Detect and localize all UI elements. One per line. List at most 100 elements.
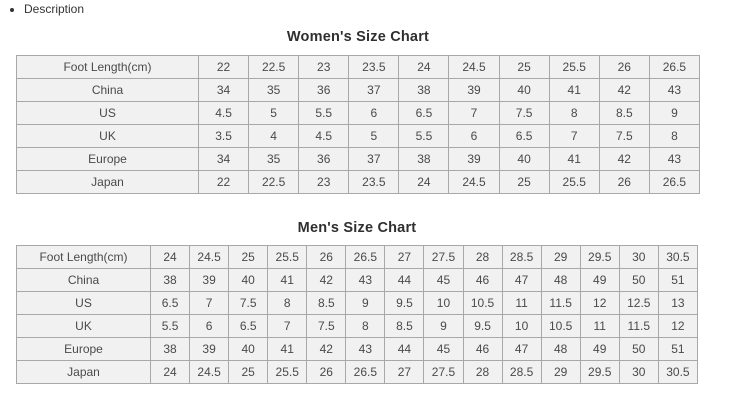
size-value-cell: 22 <box>197 170 250 194</box>
size-value-cell: 25.5 <box>267 360 308 384</box>
size-value-cell: 43 <box>345 268 386 292</box>
size-value-cell: 41 <box>548 78 600 102</box>
row-label-cell: China <box>16 78 199 102</box>
table-row: US 6.5 7 7.5 8 8.5 9 9.5 10 10.5 11 11.5 12 12.5 13 <box>16 291 699 315</box>
size-value-cell: 24.5 <box>189 245 230 269</box>
size-value-cell: 25 <box>228 360 269 384</box>
size-value-cell: 38 <box>398 78 450 102</box>
size-value-cell: 24 <box>149 360 191 384</box>
size-value-cell: 23 <box>298 170 350 194</box>
size-value-cell: 36 <box>298 78 350 102</box>
mens-size-chart-section: Men's Size Chart Foot Length(cm) 24 24.5 25… <box>0 220 731 384</box>
size-value-cell: 8 <box>548 101 600 125</box>
row-label-cell: Europe <box>16 147 199 171</box>
row-label-cell: China <box>16 268 151 292</box>
row-label-cell: Foot Length(cm) <box>16 245 151 269</box>
size-value-cell: 10 <box>501 314 542 338</box>
size-value-cell: 24.5 <box>189 360 230 384</box>
size-value-cell: 44 <box>384 268 425 292</box>
size-value-cell: 5 <box>348 124 400 148</box>
size-value-cell: 6.5 <box>149 291 191 315</box>
size-value-cell: 42 <box>306 337 347 361</box>
size-value-cell: 37 <box>348 78 400 102</box>
size-value-cell: 25.5 <box>267 245 308 269</box>
size-value-cell: 6 <box>348 101 400 125</box>
womens-chart-title: Women's Size Chart <box>286 29 430 45</box>
size-value-cell: 34 <box>197 147 250 171</box>
size-value-cell: 7.5 <box>598 124 650 148</box>
size-value-cell: 39 <box>189 337 230 361</box>
table-row: Japan 24 24.5 25 25.5 26 26.5 27 27.5 28 28.5 29 29.… <box>16 360 699 384</box>
size-value-cell: 37 <box>348 147 400 171</box>
size-value-cell: 42 <box>598 78 650 102</box>
size-value-cell: 5.5 <box>149 314 191 338</box>
size-value-cell: 10.5 <box>540 314 581 338</box>
size-value-cell: 46 <box>462 337 503 361</box>
size-value-cell: 11 <box>501 291 542 315</box>
size-value-cell: 11.5 <box>618 314 659 338</box>
size-value-cell: 7 <box>548 124 600 148</box>
row-label-cell: Europe <box>16 337 151 361</box>
size-value-cell: 9 <box>345 291 386 315</box>
size-value-cell: 45 <box>423 337 464 361</box>
size-value-cell: 5 <box>248 101 300 125</box>
size-value-cell: 26.5 <box>345 360 386 384</box>
size-value-cell: 7.5 <box>228 291 269 315</box>
size-value-cell: 27 <box>384 245 425 269</box>
row-label-cell: Foot Length(cm) <box>16 55 199 79</box>
size-value-cell: 4.5 <box>197 101 250 125</box>
size-value-cell: 5.5 <box>298 101 350 125</box>
size-value-cell: 25 <box>498 170 550 194</box>
size-value-cell: 22 <box>197 55 250 79</box>
size-value-cell: 26.5 <box>648 55 701 79</box>
size-value-cell: 8.5 <box>384 314 425 338</box>
size-value-cell: 39 <box>448 147 500 171</box>
size-value-cell: 6 <box>189 314 230 338</box>
size-value-cell: 11.5 <box>540 291 581 315</box>
size-value-cell: 34 <box>197 78 250 102</box>
mens-chart-title: Men's Size Chart <box>297 220 417 236</box>
row-label-cell: UK <box>16 314 151 338</box>
size-value-cell: 35 <box>248 147 300 171</box>
size-value-cell: 28 <box>462 245 503 269</box>
size-value-cell: 27 <box>384 360 425 384</box>
size-value-cell: 9 <box>423 314 464 338</box>
table-row: Europe 34 35 36 37 38 39 40 41 42 43 <box>16 147 701 171</box>
size-value-cell: 28.5 <box>501 360 542 384</box>
table-row: China 34 35 36 37 38 39 40 41 42 43 <box>16 78 701 102</box>
size-value-cell: 24 <box>398 170 450 194</box>
size-value-cell: 23 <box>298 55 350 79</box>
size-value-cell: 7.5 <box>498 101 550 125</box>
size-value-cell: 9.5 <box>384 291 425 315</box>
size-value-cell: 7 <box>448 101 500 125</box>
size-value-cell: 4.5 <box>298 124 350 148</box>
table-row: Foot Length(cm) 24 24.5 25 25.5 26 26.5 27 27.5 2… <box>16 245 699 269</box>
size-value-cell: 43 <box>648 147 701 171</box>
size-value-cell: 24 <box>398 55 450 79</box>
size-value-cell: 30 <box>618 360 659 384</box>
size-value-cell: 30 <box>618 245 659 269</box>
size-value-cell: 41 <box>267 337 308 361</box>
size-value-cell: 7 <box>267 314 308 338</box>
description-link[interactable]: Description <box>24 2 731 16</box>
size-value-cell: 30.5 <box>657 245 699 269</box>
size-value-cell: 10.5 <box>462 291 503 315</box>
size-value-cell: 36 <box>298 147 350 171</box>
table-row: Japan 22 22.5 23 23.5 24 24.5 25 25.5 26 26.5 <box>16 170 701 194</box>
size-value-cell: 5.5 <box>398 124 450 148</box>
size-value-cell: 26 <box>598 170 650 194</box>
size-value-cell: 25.5 <box>548 55 600 79</box>
size-value-cell: 7.5 <box>306 314 347 338</box>
size-value-cell: 6.5 <box>398 101 450 125</box>
size-value-cell: 46 <box>462 268 503 292</box>
size-value-cell: 23.5 <box>348 170 400 194</box>
size-value-cell: 38 <box>398 147 450 171</box>
size-value-cell: 42 <box>598 147 650 171</box>
table-row: Foot Length(cm) 22 22.5 23 23.5 24 24.5 25 25.5 2… <box>16 55 701 79</box>
size-value-cell: 41 <box>267 268 308 292</box>
size-value-cell: 27.5 <box>423 245 464 269</box>
size-value-cell: 8.5 <box>598 101 650 125</box>
size-value-cell: 8 <box>267 291 308 315</box>
womens-size-table: Foot Length(cm) 22 22.5 23 23.5 24 24.5 25 25.5 2… <box>16 55 701 194</box>
size-value-cell: 50 <box>618 268 659 292</box>
